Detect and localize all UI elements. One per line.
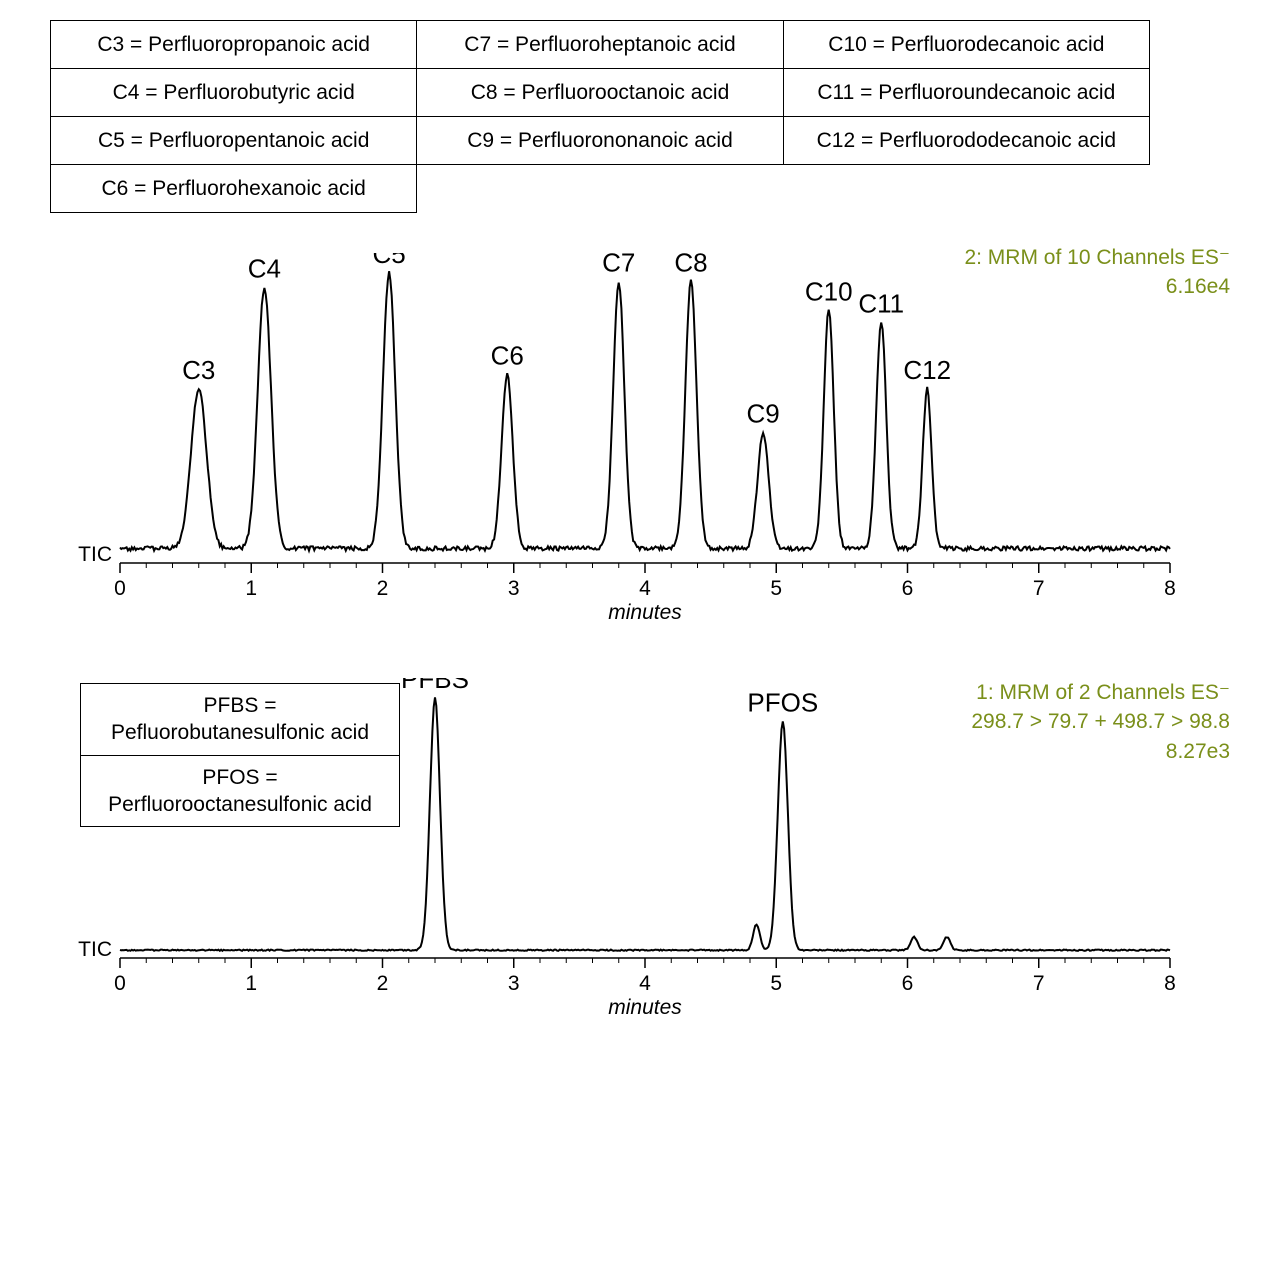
table-row: PFBS = Pefluorobutanesulfonic acid — [81, 684, 400, 756]
x-tick-label: 3 — [508, 972, 520, 995]
peak-label: C8 — [674, 253, 707, 278]
x-tick-label: 8 — [1164, 972, 1176, 995]
table-row: C4 = Perfluorobutyric acid C8 = Perfluor… — [51, 69, 1150, 117]
annotation-line: 2: MRM of 10 Channels ES⁻ — [964, 243, 1230, 272]
peak-label: PFBS — [401, 678, 469, 694]
legend-cell: PFBS = Pefluorobutanesulfonic acid — [81, 684, 400, 756]
peak-label: C9 — [747, 399, 780, 429]
x-tick-label: 0 — [114, 972, 126, 995]
legend-name: Pefluorobutanesulfonic acid — [111, 721, 369, 744]
peak-label: C7 — [602, 253, 635, 278]
x-tick-label: 3 — [508, 577, 520, 600]
chart-annotation-top: 2: MRM of 10 Channels ES⁻ 6.16e4 — [964, 243, 1230, 302]
legend-cell: C12 = Perfluorododecanoic acid — [783, 117, 1149, 165]
x-tick-label: 8 — [1164, 577, 1176, 600]
legend-code: PFBS = — [204, 694, 277, 717]
legend-cell: C5 = Perfluoropentanoic acid — [51, 117, 417, 165]
table-row: C5 = Perfluoropentanoic acid C9 = Perflu… — [51, 117, 1150, 165]
x-tick-label: 1 — [245, 577, 257, 600]
legend-cell: PFOS = Perfluorooctanesulfonic acid — [81, 755, 400, 827]
x-tick-label: 2 — [377, 972, 389, 995]
annotation-line: 8.27e3 — [971, 737, 1230, 766]
table-row: C3 = Perfluoropropanoic acid C7 = Perflu… — [51, 21, 1150, 69]
legend-cell: C9 = Perfluorononanoic acid — [417, 117, 783, 165]
legend-empty-cell — [417, 165, 783, 213]
chromatogram-trace — [120, 271, 1170, 551]
x-tick-label: 5 — [770, 577, 782, 600]
x-tick-label: 0 — [114, 577, 126, 600]
x-tick-label: 7 — [1033, 972, 1045, 995]
legend-name: Perfluorooctanesulfonic acid — [108, 793, 372, 816]
peak-label: C4 — [248, 254, 281, 284]
peak-label: C3 — [182, 355, 215, 385]
x-tick-label: 4 — [639, 972, 651, 995]
y-axis-label: TIC — [78, 938, 112, 961]
chromatogram-bottom-container: PFBS = Pefluorobutanesulfonic acid PFOS … — [50, 678, 1260, 1083]
peak-label: C5 — [372, 253, 405, 269]
peak-label: PFOS — [747, 687, 818, 717]
legend-cell: C8 = Perfluorooctanoic acid — [417, 69, 783, 117]
legend-cell: C11 = Perfluoroundecanoic acid — [783, 69, 1149, 117]
legend-code: PFOS = — [202, 766, 277, 789]
x-tick-label: 6 — [902, 972, 914, 995]
x-tick-label: 7 — [1033, 577, 1045, 600]
chromatogram-top-container: 2: MRM of 10 Channels ES⁻ 6.16e4 0123456… — [50, 253, 1260, 678]
x-axis-label: minutes — [608, 601, 682, 624]
x-axis-label: minutes — [608, 996, 682, 1019]
x-tick-label: 1 — [245, 972, 257, 995]
chart-annotation-bottom: 1: MRM of 2 Channels ES⁻ 298.7 > 79.7 + … — [971, 678, 1230, 766]
annotation-line: 6.16e4 — [964, 272, 1230, 301]
legend-cell: C3 = Perfluoropropanoic acid — [51, 21, 417, 69]
peak-label: C6 — [491, 341, 524, 371]
x-tick-label: 6 — [902, 577, 914, 600]
peak-label: C10 — [805, 277, 853, 307]
legend-cell: C4 = Perfluorobutyric acid — [51, 69, 417, 117]
legend-empty-cell — [783, 165, 1149, 213]
compound-legend-table: C3 = Perfluoropropanoic acid C7 = Perflu… — [50, 20, 1150, 213]
legend-cell: C7 = Perfluoroheptanoic acid — [417, 21, 783, 69]
chromatogram-top-svg: 0 1 2 3 4 5 6 7 8 minutes TIC C3 C4 C5 C6 C7 C8 C9 C10C11 C… — [50, 253, 1200, 673]
x-tick-label: 2 — [377, 577, 389, 600]
x-tick-label: 5 — [770, 972, 782, 995]
peak-label: C12 — [903, 355, 951, 385]
table-row: C6 = Perfluorohexanoic acid — [51, 165, 1150, 213]
table-row: PFOS = Perfluorooctanesulfonic acid — [81, 755, 400, 827]
annotation-line: 1: MRM of 2 Channels ES⁻ — [971, 678, 1230, 707]
peak-label: C11 — [858, 288, 904, 318]
annotation-line: 298.7 > 79.7 + 498.7 > 98.8 — [971, 707, 1230, 736]
y-axis-label: TIC — [78, 543, 112, 566]
legend-cell: C10 = Perfluorodecanoic acid — [783, 21, 1149, 69]
x-tick-label: 4 — [639, 577, 651, 600]
legend-cell: C6 = Perfluorohexanoic acid — [51, 165, 417, 213]
sulfonic-legend-table: PFBS = Pefluorobutanesulfonic acid PFOS … — [80, 683, 400, 827]
